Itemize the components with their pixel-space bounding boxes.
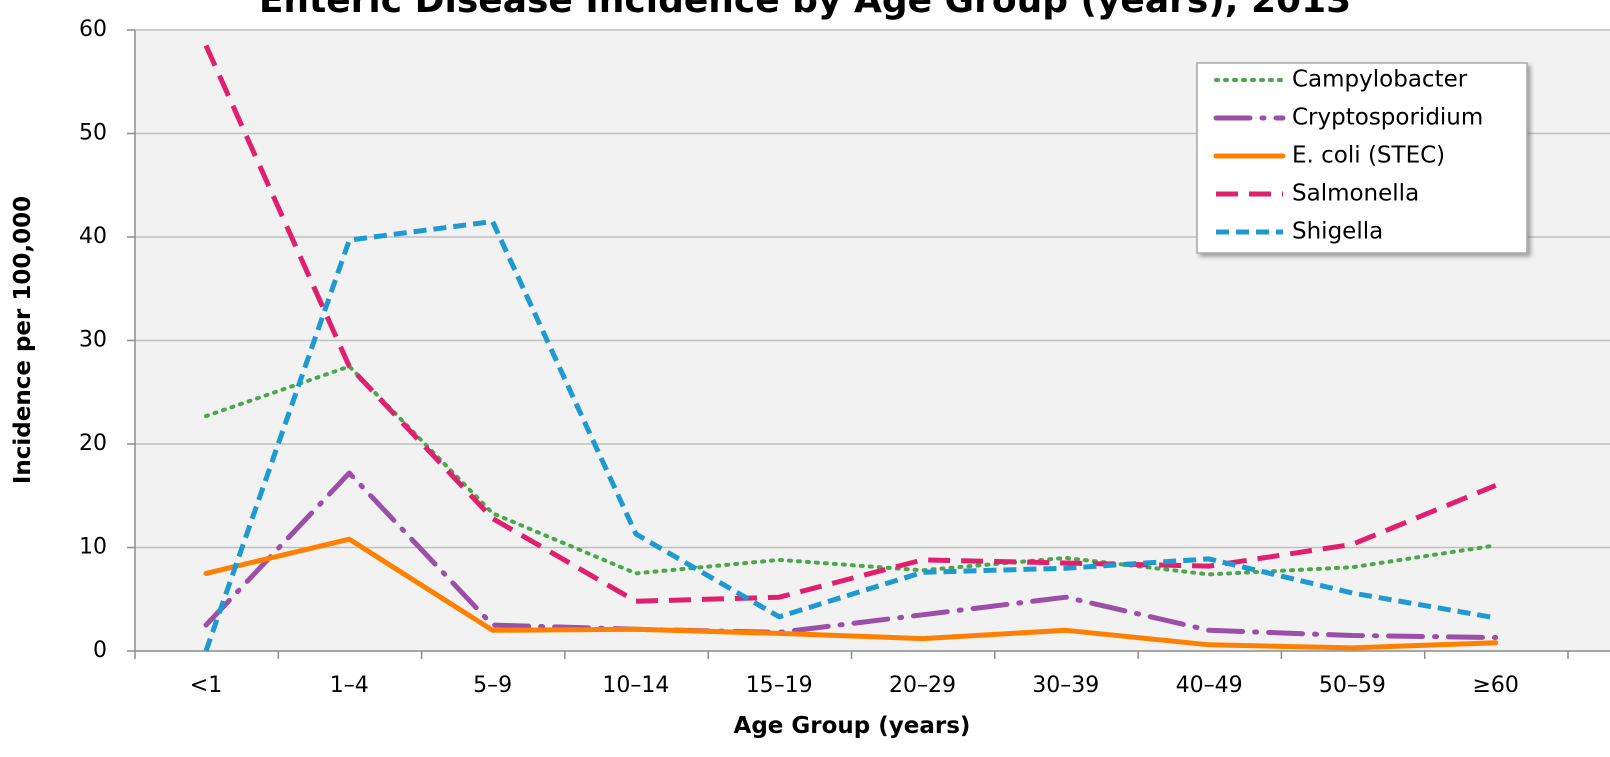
x-tick-label: 50–59 [1319, 673, 1386, 698]
legend-label: Salmonella [1292, 181, 1419, 207]
series-line-cryptosporidium [203, 470, 1499, 640]
y-tick-label: 50 [79, 121, 107, 146]
legend-label: Cryptosporidium [1292, 105, 1483, 131]
x-tick-label: 40–49 [1176, 673, 1243, 698]
x-tick-label: ≥60 [1472, 673, 1518, 698]
chart-title: Enteric Disease Incidence by Age Group (… [259, 0, 1351, 21]
legend: Campylobacter Cryptosporidium E. coli (STE… [1196, 62, 1528, 254]
series-line-e-coli-stec [203, 536, 1499, 651]
y-tick-label: 30 [79, 328, 107, 353]
y-tick-label: 10 [79, 535, 107, 560]
x-tick-label: 10–14 [602, 673, 669, 698]
y-axis: 0 10 20 30 40 50 60 [79, 17, 136, 663]
x-tick-label: 1–4 [330, 673, 369, 698]
series-line-salmonella [203, 44, 1497, 604]
x-tick-label: <1 [190, 673, 222, 698]
y-tick-label: 60 [79, 17, 107, 42]
y-tick-label: 20 [79, 431, 107, 456]
x-axis: <1 1–4 5–9 10–14 15–19 20–29 30–39 40–49 50–59 ≥6… [134, 650, 1610, 698]
y-tick-label: 40 [79, 224, 107, 249]
series-line-campylobacter [204, 364, 1498, 577]
series-line-shigella [203, 219, 1497, 652]
legend-label: Campylobacter [1292, 67, 1468, 93]
x-tick-label: 5–9 [473, 673, 512, 698]
x-axis-title: Age Group (years) [734, 713, 971, 739]
y-axis-title: Incidence per 100,000 [10, 196, 36, 484]
x-tick-label: 20–29 [889, 673, 956, 698]
series-lines [203, 44, 1499, 652]
x-tick-label: 15–19 [746, 673, 813, 698]
legend-label: E. coli (STEC) [1292, 143, 1445, 169]
legend-label: Shigella [1292, 219, 1383, 245]
y-tick-label: 0 [93, 638, 107, 663]
x-tick-label: 30–39 [1032, 673, 1099, 698]
